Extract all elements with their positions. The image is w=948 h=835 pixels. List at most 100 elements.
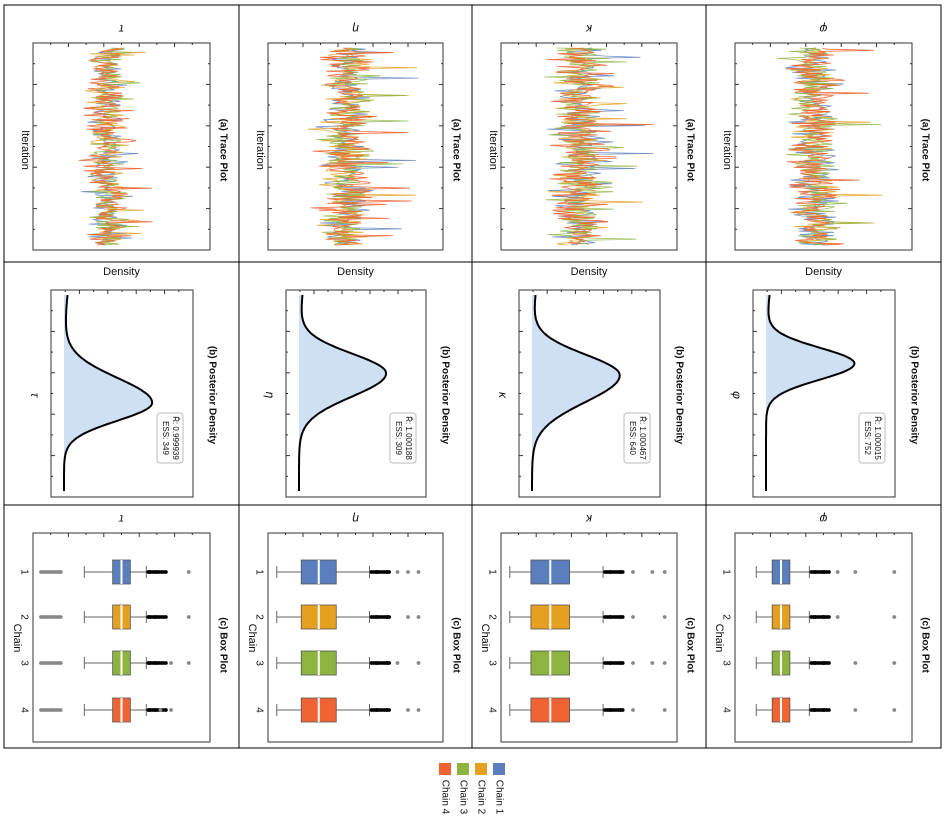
density-curve (531, 294, 621, 491)
box-outlier (158, 708, 163, 712)
box-outlier (385, 661, 389, 665)
box-frame (734, 532, 913, 743)
box-chain-label: 2 (253, 614, 264, 620)
box-outlier (416, 708, 421, 712)
box-outlier (163, 708, 168, 712)
trace-panel: τ Iteration (a) Trace Plot (19, 22, 228, 251)
box-outlier (835, 615, 840, 619)
density-curve (63, 294, 154, 491)
box-outlier (827, 570, 831, 574)
box-outlier (827, 661, 831, 665)
box-outlier (374, 570, 379, 574)
trace-line-chain-4 (785, 47, 874, 246)
trace-xlabel: Iteration (721, 130, 733, 170)
density-ylabel: Density (337, 266, 374, 278)
box-frame (267, 532, 444, 743)
box-outlier (853, 661, 858, 665)
box-outlier (662, 570, 667, 574)
box-outlier (153, 661, 158, 665)
trace-line-chain-4 (310, 47, 412, 246)
box-outlier (608, 708, 613, 712)
density-fill (299, 295, 387, 491)
stats-ess: ESS: 752 (863, 421, 872, 455)
box-outlier (608, 661, 613, 665)
parameter-column-1: τ Iteration (a) Trace Plot Density R̂: 0.999… (11, 22, 228, 743)
box-panel: φ 1 2 3 4 Chain (c) Box Plot (713, 512, 930, 743)
trace-line-chain-4 (78, 47, 153, 246)
box-outlier (608, 615, 613, 619)
trace-panel: φ Iteration (a) Trace Plot (721, 22, 930, 251)
density-fill (64, 295, 153, 491)
box-outlier (153, 708, 158, 712)
density-ylabel: Density (103, 266, 140, 278)
box-outlier (416, 661, 421, 665)
stats-ess: ESS: 640 (628, 421, 637, 455)
trace-param-label: φ (819, 22, 827, 36)
box-chain-label: 4 (720, 707, 731, 713)
box-xlabel: Chain (713, 624, 725, 653)
box-outlier (892, 661, 897, 665)
box-chain-label: 2 (18, 614, 29, 620)
box-outlier (385, 708, 389, 712)
density-panel-title: (b) Posterior Density (439, 346, 450, 445)
box-outlier (58, 661, 63, 665)
box-outlier (395, 570, 400, 574)
box-outlier (821, 661, 826, 665)
density-param-label: φ (730, 391, 744, 399)
parameter-column-2: η Iteration (a) Trace Plot Density R̂: 1.000… (246, 22, 461, 743)
box-outlier (385, 615, 389, 619)
box-frame (500, 532, 678, 743)
box-param-label: τ (118, 512, 124, 526)
trace-panel-title: (a) Trace Plot (217, 119, 228, 182)
box-chain-label: 2 (486, 614, 497, 620)
box-panel: κ 1 2 3 4 Chain (c) Box Plot (479, 512, 695, 743)
box-outlier (163, 661, 168, 665)
trace-param-label: τ (118, 22, 124, 36)
density-ylabel: Density (805, 266, 842, 278)
trace-line-chain-4 (546, 47, 654, 246)
trace-panel: κ Iteration (a) Trace Plot (487, 22, 695, 251)
trace-panel-title: (a) Trace Plot (919, 119, 930, 182)
density-curve (298, 294, 388, 491)
box-param-label: η (352, 512, 359, 526)
trace-line-chain-3 (86, 47, 141, 246)
box-xlabel: Chain (479, 624, 491, 653)
box-chain-label: 2 (720, 614, 731, 620)
trace-param-label: η (352, 22, 359, 36)
trace-panel-title: (a) Trace Plot (450, 119, 461, 182)
box-outlier (892, 570, 897, 574)
box-outlier (374, 615, 379, 619)
stats-ess: ESS: 309 (394, 421, 403, 455)
density-curve (765, 294, 856, 491)
box-outlier (406, 615, 410, 619)
trace-line-chain-3 (316, 47, 409, 246)
box-outlier (631, 570, 635, 574)
box-panel-title: (c) Box Plot (217, 617, 228, 673)
box-outlier (147, 615, 152, 619)
box-outlier (169, 708, 173, 712)
box-outlier (827, 615, 831, 619)
box-chain-label: 1 (253, 569, 264, 575)
box-outlier (812, 615, 817, 619)
density-param-label: κ (496, 392, 510, 399)
box-outlier (892, 708, 897, 712)
box-outlier (58, 708, 63, 712)
legend-swatch-1 (493, 763, 505, 775)
box-panel-title: (c) Box Plot (919, 617, 930, 673)
box-outlier (812, 570, 817, 574)
box-panel: η 1 2 3 4 Chain (c) Box Plot (246, 512, 461, 743)
stats-rhat: R̂: 0.999939 (171, 416, 180, 460)
legend-swatch-4 (439, 763, 451, 775)
box-chain-label: 4 (18, 707, 29, 713)
box-chain-label: 3 (486, 660, 497, 666)
trace-xlabel: Iteration (487, 130, 499, 170)
box-outlier (812, 661, 817, 665)
box-panel: τ 1 2 3 4 Chain (c) Box Plot (11, 512, 228, 743)
box-outlier (406, 570, 410, 574)
density-param-label: τ (28, 393, 42, 399)
box-outlier (662, 661, 667, 665)
